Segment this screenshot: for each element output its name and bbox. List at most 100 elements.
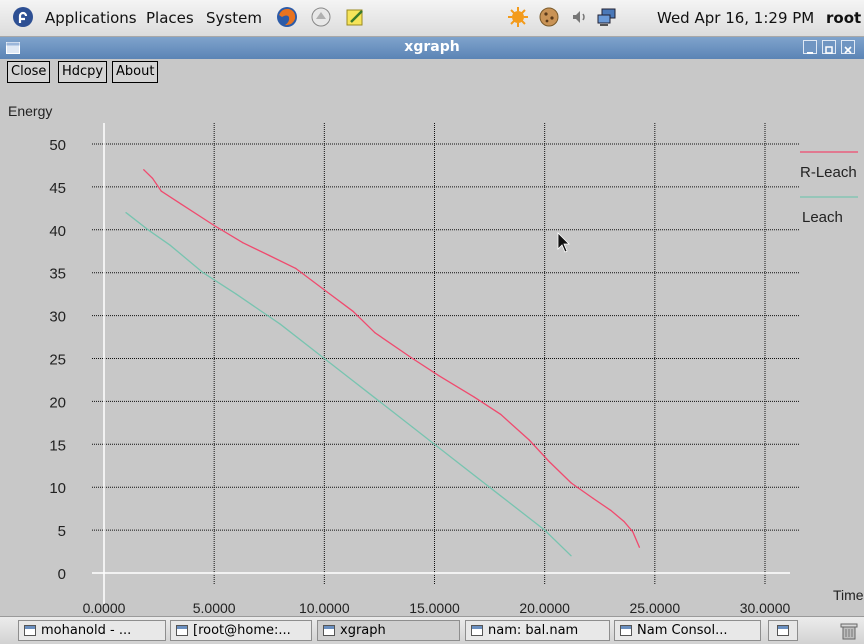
close-window-button[interactable] [841,40,855,54]
data-point-r-leach [438,375,440,377]
data-point-r-leach [528,439,530,441]
data-point-r-leach [242,242,244,244]
data-point-r-leach [570,482,572,484]
y-tick-label: 40 [49,223,66,240]
window-titlebar[interactable]: xgraph [0,37,864,59]
data-point-leach [202,272,204,274]
task-xgraph[interactable]: xgraph [317,620,460,641]
series-line-leach [125,212,572,557]
minimize-button[interactable] [803,40,817,54]
xgraph-window: Close Hdcpy About 0 5 10 15 20 25 30 35 40 45 50 0.… [0,59,864,616]
data-point-r-leach [213,224,215,227]
close-button[interactable]: Close [7,61,51,83]
data-point-r-leach [592,497,594,499]
task-label: mohanold - ... [41,623,132,638]
data-point-r-leach [500,413,502,415]
clock[interactable]: Wed Apr 16, 1:29 PM [657,9,815,27]
data-point-leach [367,392,369,394]
update-icon[interactable] [507,6,529,28]
terminal-icon [176,625,188,636]
x-tick-label: 10.0000 [299,600,350,616]
fedora-logo-icon[interactable] [12,6,34,28]
legend-label: Leach [802,209,843,226]
volume-icon[interactable] [568,6,590,28]
cookie-icon[interactable] [538,6,560,28]
data-point-r-leach [295,267,297,269]
y-tick-label: 5 [58,523,66,540]
task-terminal[interactable]: [root@home:... [170,620,312,641]
task-nam-console[interactable]: Nam Consol... [614,620,761,641]
window-menu-icon[interactable] [6,42,20,54]
data-point-r-leach [180,203,182,205]
maximize-icon [825,46,833,54]
system-menu[interactable]: System [206,9,262,27]
firefox-icon[interactable] [276,6,298,28]
data-point-r-leach [143,169,145,171]
data-point-leach [235,293,237,295]
task-label: xgraph [340,623,386,638]
series-layer [125,169,641,557]
window-title: xgraph [404,39,460,55]
data-point-leach [279,323,281,325]
network-icon[interactable] [596,6,618,28]
maximize-button[interactable] [822,40,836,54]
legend-label: R-Leach [800,164,857,181]
evolution-icon[interactable] [310,6,332,28]
window-icon [620,625,632,636]
data-point-leach [411,426,414,428]
window-icon [471,625,483,636]
data-point-r-leach [160,190,162,192]
user-name[interactable]: root [826,9,862,27]
minimize-icon [807,52,813,54]
applications-menu[interactable]: Applications [45,9,137,27]
desktop-icon [777,625,789,636]
trash-icon[interactable] [839,621,859,641]
data-point-r-leach [411,357,414,360]
grid-lines [92,123,800,585]
y-tick-label: 10 [49,480,66,497]
data-point-r-leach [638,546,641,548]
x-tick-label: 15.0000 [409,600,460,616]
task-mohanold[interactable]: mohanold - ... [18,620,166,641]
data-point-leach [544,529,546,531]
close-icon [844,46,852,54]
y-tick-label: 50 [49,137,66,154]
show-desktop-button[interactable] [768,620,798,641]
places-menu[interactable]: Places [146,9,194,27]
y-tick-label: 0 [58,566,66,583]
data-point-r-leach [374,332,376,334]
mouse-cursor-icon [557,232,570,253]
y-tick-label: 20 [49,394,66,411]
task-label: [root@home:... [193,623,291,638]
y-tick-label: 25 [49,352,66,369]
data-point-r-leach [610,509,612,511]
data-point-r-leach [623,520,625,523]
y-tick-label: 35 [49,266,66,283]
data-point-r-leach [548,460,550,463]
data-point-r-leach [323,289,325,291]
data-point-leach [570,555,572,557]
notes-icon[interactable] [344,6,366,28]
data-point-leach [147,229,149,231]
x-tick-label: 30.0000 [740,600,791,616]
data-point-leach [323,357,325,360]
task-nam-bal[interactable]: nam: bal.nam [465,620,610,641]
about-button[interactable]: About [112,61,159,83]
task-label: Nam Consol... [637,623,728,638]
hdcpy-button[interactable]: Hdcpy [58,61,108,83]
y-tick-label: 45 [49,180,66,197]
window-icon [24,625,36,636]
taskbar: mohanold - ... [root@home:... xgraph nam… [0,616,864,644]
y-tick-label: 15 [49,437,66,454]
data-point-leach [500,495,502,497]
top-panel: Applications Places System Wed Apr 16, 1… [0,0,864,37]
x-tick-label: 20.0000 [519,600,570,616]
data-point-leach [125,212,127,214]
legend: R-Leach Leach [800,151,858,226]
data-point-r-leach [473,396,475,398]
window-icon [323,625,335,636]
axes: 0 5 10 15 20 25 30 35 40 45 50 0.0000 5.0000 10.0000 1… [49,123,791,616]
x-tick-label: 0.0000 [83,600,126,616]
y-axis-label: Energy [8,103,52,119]
data-point-leach [455,460,458,463]
